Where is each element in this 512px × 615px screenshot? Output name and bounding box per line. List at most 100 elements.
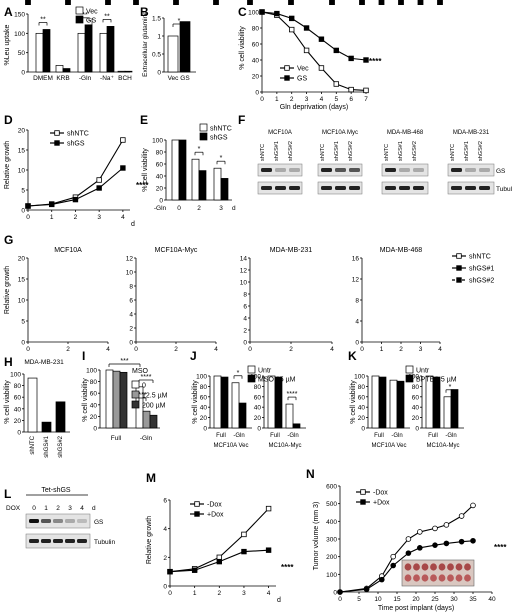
C-y-tick-label: 80 bbox=[252, 26, 260, 33]
H-x-label: shNTC bbox=[30, 435, 36, 454]
D-unit: d bbox=[131, 221, 135, 228]
N-legend-label: +Dox bbox=[373, 500, 390, 507]
panel-letter: J bbox=[190, 349, 197, 363]
K-y-tick-label: 100 bbox=[354, 374, 365, 381]
F-band-gs bbox=[261, 168, 272, 172]
N-y-tick-label: 400 bbox=[326, 519, 337, 526]
N-legend-marker bbox=[360, 499, 366, 505]
C-data-point bbox=[303, 47, 310, 54]
I-y-tick-label: 0 bbox=[93, 426, 97, 433]
F-band-tubulin bbox=[399, 186, 410, 190]
N-data-point bbox=[405, 536, 412, 542]
C-x-tick-label: 2 bbox=[290, 96, 294, 103]
J-ylabel: % cell viability bbox=[192, 380, 199, 424]
N-data-point bbox=[378, 576, 385, 583]
J-sig-label: **** bbox=[287, 391, 298, 398]
I-y-tick-label: 100 bbox=[86, 368, 97, 375]
A-sig-label: ** bbox=[40, 16, 46, 23]
F-lane-label: shNTC bbox=[260, 144, 266, 161]
A-bar-vec bbox=[77, 32, 86, 73]
G0-x-tick-label: 0 bbox=[26, 346, 30, 353]
D-y-tick-label: 0 bbox=[21, 208, 25, 215]
K-y-tick-label: 20 bbox=[412, 415, 420, 422]
H-y-tick-label: 80 bbox=[14, 383, 22, 390]
B-y-tick-label: 1.5 bbox=[152, 16, 161, 23]
L-band-gs bbox=[41, 519, 51, 523]
B-bar bbox=[167, 35, 179, 73]
C-y-tick-label: 100 bbox=[248, 10, 259, 17]
D-ylabel: Relative growth bbox=[4, 141, 11, 189]
G0-y-tick-label: 5 bbox=[21, 319, 25, 326]
G2-y-tick-label: 2 bbox=[243, 328, 247, 335]
N-sig-label: **** bbox=[494, 543, 507, 552]
G3-y-tick-label: 0 bbox=[355, 340, 359, 347]
B-y-tick-label: 0.5 bbox=[152, 52, 161, 59]
N-y-tick-label: 100 bbox=[326, 572, 337, 579]
E-y-tick-label: 20 bbox=[156, 186, 164, 193]
panel-letter: N bbox=[306, 467, 315, 481]
J-x-label: -Gln bbox=[233, 433, 244, 439]
B-x-label: Vec bbox=[168, 75, 180, 82]
G1-x-tick-label: 4 bbox=[214, 346, 218, 353]
F-lane-label: shGS#2 bbox=[348, 141, 354, 161]
I-y-tick-label: 80 bbox=[90, 379, 98, 386]
J-y-tick-label: 100 bbox=[196, 374, 207, 381]
F-band-gs bbox=[385, 168, 396, 172]
J-y-tick-label: 20 bbox=[200, 415, 208, 422]
D-y-tick-label: 20 bbox=[18, 128, 26, 135]
G0-data-point bbox=[105, 0, 111, 5]
E-bar-shGS bbox=[178, 139, 187, 201]
panel-letter: I bbox=[82, 349, 85, 363]
J-y-tick-label: 40 bbox=[254, 405, 262, 412]
J-sig-label: * bbox=[237, 370, 240, 377]
G2-y-tick-label: 8 bbox=[243, 292, 247, 299]
F-lane-label: shGS#1 bbox=[464, 141, 470, 161]
K-y-tick-label: 0 bbox=[361, 426, 365, 433]
G0-y-tick-label: 10 bbox=[18, 298, 26, 305]
A-bar-gs bbox=[62, 68, 71, 73]
G3-data-point bbox=[417, 0, 424, 5]
D-data-point bbox=[96, 185, 102, 191]
F-band-gs bbox=[321, 168, 332, 172]
N-data-point bbox=[390, 553, 397, 560]
I-y-tick-label: 20 bbox=[90, 414, 98, 421]
F-band-tubulin bbox=[349, 186, 360, 190]
K-bar bbox=[389, 379, 398, 429]
G3-data-point bbox=[437, 0, 443, 5]
J-legend-label: Untr bbox=[258, 368, 272, 375]
J-y-tick-label: 80 bbox=[200, 384, 208, 391]
N-tumor bbox=[430, 574, 437, 582]
I-sig-label: *** bbox=[138, 392, 146, 399]
G0-y-tick-label: 0 bbox=[21, 340, 25, 347]
D-y-tick-label: 15 bbox=[18, 148, 26, 155]
I-bar bbox=[105, 369, 114, 429]
C-data-point bbox=[259, 9, 265, 15]
E-y-tick-label: 80 bbox=[156, 150, 164, 157]
J-bar bbox=[292, 423, 301, 429]
J-y-tick-label: 0 bbox=[203, 426, 207, 433]
L-band-gs bbox=[53, 519, 63, 523]
L-band-tubulin bbox=[77, 539, 87, 543]
E-bar-shGS bbox=[198, 170, 207, 201]
C-data-point bbox=[333, 47, 339, 54]
C-data-point bbox=[348, 86, 354, 93]
N-series-line bbox=[339, 540, 474, 593]
N-tumor bbox=[404, 574, 412, 582]
panel-letter: K bbox=[348, 349, 357, 363]
K-legend-label: Untr bbox=[416, 368, 430, 375]
K-bar bbox=[450, 389, 459, 429]
I-sig-label: **** bbox=[141, 374, 152, 381]
D-legend-label: shGS bbox=[67, 141, 85, 148]
A-y-tick-label: 50 bbox=[18, 50, 26, 57]
L-xlabel: DOX bbox=[6, 505, 21, 512]
B-ylabel: Extracellular glutamine bbox=[142, 11, 149, 77]
E-bar-shGS bbox=[220, 178, 229, 201]
N-legend-marker bbox=[360, 489, 366, 495]
H-bar bbox=[27, 377, 38, 433]
N-y-tick-label: 200 bbox=[326, 554, 337, 561]
panel-letter: D bbox=[4, 113, 13, 127]
L-lane-label: 4 bbox=[80, 505, 84, 512]
C-data-point bbox=[333, 81, 339, 87]
J-cell-label: MC10A-Myc bbox=[268, 443, 301, 449]
G0-data-point bbox=[65, 0, 71, 5]
